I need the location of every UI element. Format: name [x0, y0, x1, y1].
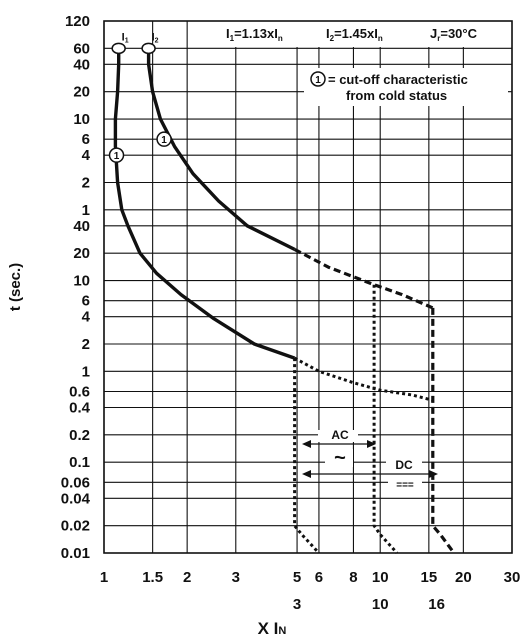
y-tick-label: 0.4 — [69, 399, 91, 416]
x-tick-label: 15 — [421, 569, 438, 586]
x-tick-label: 3 — [232, 569, 240, 586]
ac-label-bg — [318, 430, 358, 442]
dc-arrowhead-right — [429, 470, 438, 478]
y-tick-label: 2 — [82, 175, 90, 192]
y-tick-label: 10 — [73, 111, 90, 128]
y-tick-label: 120 — [65, 13, 90, 30]
y-tick-label: 4 — [82, 147, 91, 164]
x-tick-label-secondary: 3 — [293, 596, 301, 613]
curve-dashed — [431, 307, 456, 554]
y-tick-label: 60 — [73, 40, 90, 57]
curve-dotted — [293, 358, 321, 555]
x-axis-label: X IN — [258, 619, 287, 638]
y-tick-label: 1 — [82, 363, 90, 380]
x-tick-label: 5 — [293, 569, 301, 586]
markers: 1 1 I1 I2 — [108, 31, 172, 163]
current-marker — [141, 42, 156, 55]
y-tick-label: 6 — [82, 293, 90, 310]
cutoff-marker-label: 1 — [114, 151, 120, 162]
y-tick-label: 0.06 — [61, 474, 90, 491]
dc-label-bg — [386, 460, 422, 472]
y-tick-label: 2 — [82, 336, 90, 353]
curve-dotted — [372, 284, 399, 555]
y-tick-label: 20 — [73, 84, 90, 101]
x-tick-labels-secondary: 3 10 16 — [293, 596, 445, 613]
x-tick-label: 1 — [100, 569, 108, 586]
ac-label: AC — [331, 428, 349, 442]
legend-box — [304, 68, 508, 106]
header-i1: I1=1.13xIn — [226, 26, 283, 43]
y-tick-label: 6 — [82, 131, 90, 148]
y-tick-label: 0.04 — [61, 490, 91, 507]
x-tick-label: 8 — [349, 569, 357, 586]
ac-symbol: ~ — [334, 447, 346, 469]
x-tick-label-secondary: 10 — [372, 596, 389, 613]
y-tick-label: 0.1 — [69, 454, 90, 471]
y-tick-label: 1 — [82, 202, 90, 219]
y-tick-label: 4 — [82, 309, 91, 326]
current-marker-label: I2 — [152, 31, 159, 44]
ac-arrowhead-left — [302, 440, 311, 448]
header-i2: I2=1.45xIn — [326, 26, 383, 43]
current-marker — [111, 42, 126, 55]
curve-dotted — [293, 356, 434, 402]
plot-frame — [103, 20, 513, 554]
x-tick-label: 10 — [372, 569, 389, 586]
cutoff-marker-label: 1 — [161, 135, 167, 146]
curves — [113, 48, 456, 555]
y-tick-label: 0.2 — [69, 427, 90, 444]
x-tick-label: 2 — [183, 569, 191, 586]
y-tick-label: 0.02 — [61, 518, 90, 535]
x-tick-label: 20 — [455, 569, 472, 586]
cutoff-marker — [108, 147, 125, 163]
curve-solid — [113, 48, 296, 360]
curve-dashed — [293, 247, 434, 310]
legend-marker-label: 1 — [315, 75, 321, 86]
legend-line-1: = cut-off characteristic — [328, 72, 468, 87]
y-tick-label: 20 — [73, 245, 90, 262]
y-tick-label: 0.6 — [69, 383, 90, 400]
dc-label: DC — [395, 458, 413, 472]
y-axis-label: t (sec.) — [7, 263, 24, 311]
y-tick-label: 40 — [73, 218, 90, 235]
y-tick-label: 10 — [73, 273, 90, 290]
x-tick-label: 30 — [504, 569, 521, 586]
x-tick-labels: 1 1.5 2 3 5 6 8 10 15 20 30 — [100, 569, 521, 586]
header-temperature: Jr=30°C — [430, 26, 478, 43]
legend-marker-circle — [310, 71, 326, 87]
y-tick-label: 40 — [73, 56, 90, 73]
curve-solid — [146, 48, 296, 251]
y-tick-label: 0.01 — [61, 545, 90, 562]
header-box — [214, 21, 512, 47]
legend-line-2: from cold status — [346, 88, 447, 103]
ac-arrowhead-right — [367, 440, 376, 448]
dc-symbol-bg — [388, 478, 422, 490]
x-tick-label-secondary: 16 — [428, 596, 445, 613]
current-marker-label: I1 — [122, 31, 129, 44]
dc-annotation: DC === — [302, 458, 438, 491]
cutoff-marker — [156, 131, 172, 147]
dc-symbol: === — [396, 480, 414, 491]
x-tick-label: 1.5 — [142, 569, 163, 586]
y-tick-labels: 12060402010642140201064210.60.40.20.10.0… — [61, 13, 91, 562]
ac-symbol-bg — [325, 449, 353, 467]
dc-arrowhead-left — [302, 470, 311, 478]
x-tick-label: 6 — [315, 569, 323, 586]
ac-annotation: AC ~ — [302, 428, 376, 469]
